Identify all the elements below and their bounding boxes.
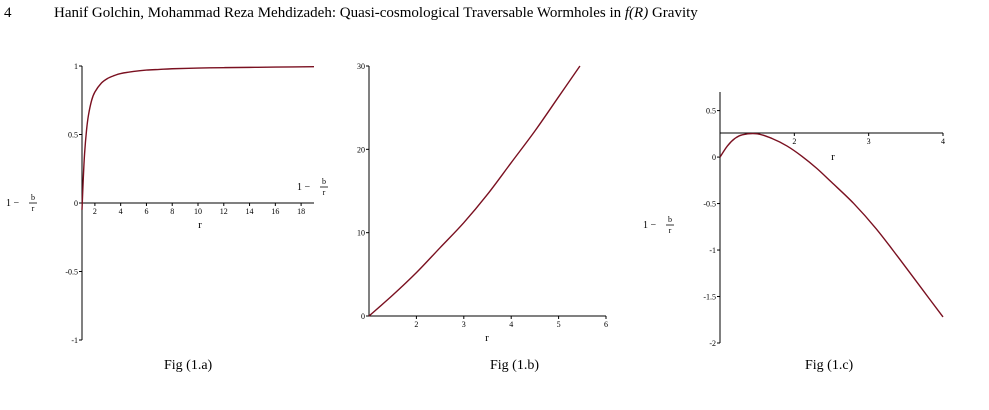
p1-x-tick-label-3: 8 xyxy=(170,207,174,216)
p1-x-tick-label-4: 10 xyxy=(194,207,202,216)
caption-fig-1a: Fig (1.a) xyxy=(164,358,213,373)
p3-y-axis-label-denominator: r xyxy=(669,226,672,235)
p3-x-axis-label: r xyxy=(831,151,835,163)
p3-x-tick-label-1: 3 xyxy=(867,137,871,146)
p3-y-axis-label: 1 − br xyxy=(643,215,674,235)
p3-y-axis-label-prefix: 1 − xyxy=(643,220,657,231)
p1-x-tick-label-8: 18 xyxy=(297,207,305,216)
p3-x-tick-label-0: 2 xyxy=(792,137,796,146)
running-title-prefix: Hanif Golchin, Mohammad Reza Mehdizadeh:… xyxy=(54,5,625,21)
p1-y-tick-label-1: 0.5 xyxy=(68,131,78,140)
p1-x-tick-label-0: 2 xyxy=(93,207,97,216)
p2-series-line-0 xyxy=(368,65,581,317)
p3-series-line-0 xyxy=(719,132,944,318)
p1-y-axis-label: 1 − br xyxy=(6,193,37,213)
p3-y-tick-label-1: 0 xyxy=(712,153,716,162)
p1-x-tick-label-1: 4 xyxy=(119,207,123,216)
p1-y-axis-label-numerator: b xyxy=(31,193,35,202)
p1-x-tick-label-6: 14 xyxy=(246,207,254,216)
p2-x-tick-label-2: 4 xyxy=(509,320,513,329)
p2-x-axis-label: r xyxy=(485,332,489,344)
p3-y-tick-label-2: -0.5 xyxy=(703,200,716,209)
p2-x-tick-label-3: 5 xyxy=(557,320,561,329)
p1-y-tick-label-2: 0 xyxy=(74,199,78,208)
running-title: Hanif Golchin, Mohammad Reza Mehdizadeh:… xyxy=(54,5,698,22)
p3-y-tick-label-5: -2 xyxy=(709,339,716,348)
p2-y-axis-label-numerator: b xyxy=(322,177,326,186)
p2-y-axis-label-prefix: 1 − xyxy=(297,182,311,193)
p2-y-tick-label-1: 20 xyxy=(357,145,365,154)
p2-y-axis-label: 1 − br xyxy=(297,177,328,197)
p3-y-axis-label-numerator: b xyxy=(668,215,672,224)
p3-y-tick-label-0: 0.5 xyxy=(706,107,716,116)
p1-y-axis-label-prefix: 1 − xyxy=(6,198,20,209)
running-title-suffix: Gravity xyxy=(648,5,698,21)
p3-y-tick-label-3: -1 xyxy=(709,246,716,255)
p2-x-tick-label-4: 6 xyxy=(604,320,608,329)
p2-y-tick-label-0: 30 xyxy=(357,62,365,71)
p2-y-tick-label-2: 10 xyxy=(357,229,365,238)
p1-y-tick-label-3: -0.5 xyxy=(65,268,78,277)
cropped-text-line xyxy=(0,396,989,410)
p1-x-tick-label-2: 6 xyxy=(144,207,148,216)
p1-y-tick-label-0: 1 xyxy=(74,62,78,71)
p2-y-axis-label-denominator: r xyxy=(323,188,326,197)
p1-x-axis-label: r xyxy=(198,219,202,231)
p2-y-tick-label-3: 0 xyxy=(361,312,365,321)
p1-series-line-0 xyxy=(81,65,315,210)
running-title-math: f(R) xyxy=(624,5,649,21)
p2-x-tick-label-0: 2 xyxy=(414,320,418,329)
caption-fig-1b: Fig (1.b) xyxy=(490,358,539,373)
p3-y-tick-label-4: -1.5 xyxy=(703,293,716,302)
page-number: 4 xyxy=(4,5,12,21)
p1-y-axis-label-denominator: r xyxy=(32,204,35,213)
caption-fig-1c: Fig (1.c) xyxy=(805,358,854,373)
p3-x-tick-label-2: 4 xyxy=(941,137,945,146)
p2-x-tick-label-1: 3 xyxy=(462,320,466,329)
p1-y-tick-label-4: -1 xyxy=(71,336,78,345)
p1-x-tick-label-7: 16 xyxy=(271,207,279,216)
p1-x-tick-label-5: 12 xyxy=(220,207,228,216)
page-header: 4 Hanif Golchin, Mohammad Reza Mehdizade… xyxy=(0,5,989,29)
